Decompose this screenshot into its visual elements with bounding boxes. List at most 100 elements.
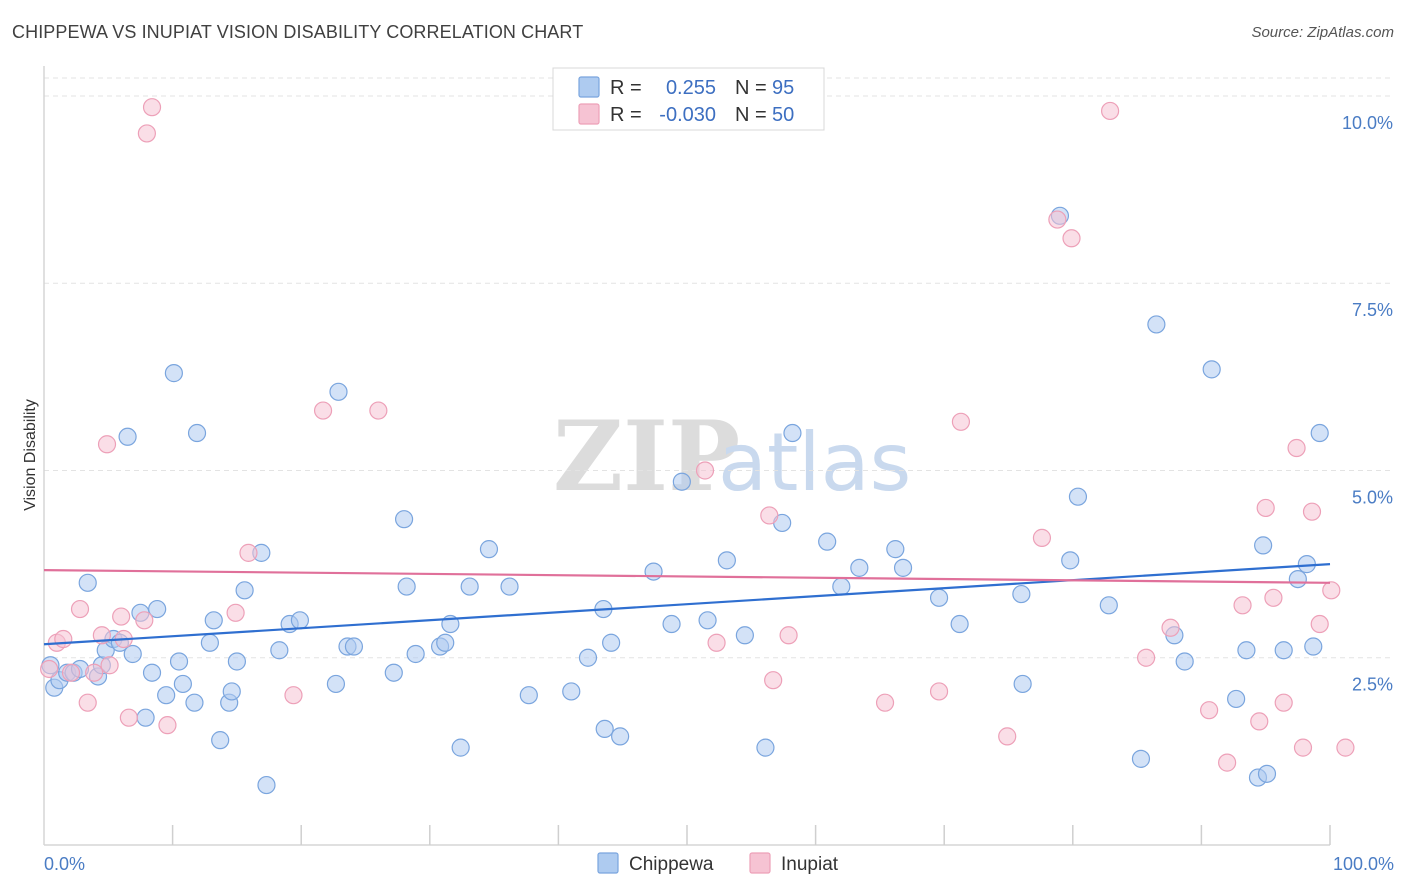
- chippewa-point-20: [169, 652, 189, 671]
- inupiat-point-17: [226, 603, 245, 622]
- chippewa-point-39: [344, 637, 364, 656]
- chippewa-point-52: [562, 682, 581, 701]
- inupiat-point-31: [1048, 210, 1067, 229]
- watermark-zip: ZIP: [553, 400, 740, 513]
- inupiat-point-3: [61, 663, 81, 682]
- chippewa-point-67: [818, 532, 837, 551]
- y-tick-labels: 2.5% 5.0% 7.5% 10.0%: [1342, 113, 1393, 695]
- chippewa-point-58: [644, 562, 663, 581]
- series-legend-swatch-inupiat[interactable]: [749, 852, 771, 874]
- inupiat-point-16: [158, 716, 177, 735]
- y-tick-label-3: 10.0%: [1342, 113, 1393, 133]
- inupiat-point-45: [1310, 614, 1329, 634]
- inupiat-point-14: [137, 124, 156, 143]
- y-axis-label: Vision Disability: [22, 399, 39, 511]
- chippewa-point-25: [204, 611, 223, 630]
- y-tick-label-1: 5.0%: [1352, 487, 1393, 507]
- inupiat-point-24: [764, 671, 783, 690]
- inupiat-point-44: [1302, 502, 1322, 521]
- chippewa-point-63: [735, 626, 754, 645]
- inupiat-point-28: [951, 412, 971, 431]
- inupiat-point-46: [1322, 581, 1341, 600]
- chippewa-point-17: [148, 599, 167, 619]
- chippewa-point-64: [756, 738, 775, 757]
- chippewa-point-74: [1012, 584, 1031, 604]
- inupiat-point-4: [70, 599, 90, 619]
- inupiat-point-15: [142, 98, 162, 117]
- chippewa-point-62: [717, 551, 736, 570]
- inupiat-point-0: [40, 659, 59, 679]
- inupiat-trend-line: [43, 569, 1331, 584]
- chippewa-point-78: [1068, 487, 1088, 506]
- x-tick-label-max: 100.0%: [1333, 854, 1394, 874]
- inupiat-point-12: [119, 708, 138, 727]
- inupiat-point-6: [85, 663, 104, 682]
- chippewa-point-71: [893, 558, 913, 577]
- chippewa-point-68: [832, 577, 851, 596]
- inupiat-point-13: [135, 611, 154, 630]
- series-legend-swatch-chippewa[interactable]: [597, 852, 619, 874]
- inupiat-point-23: [760, 506, 779, 525]
- chippewa-point-48: [460, 577, 479, 596]
- trend-lines: [43, 563, 1331, 646]
- y-tick-label-2: 7.5%: [1352, 300, 1393, 320]
- chippewa-point-60: [672, 472, 691, 491]
- chippewa-point-49: [479, 540, 499, 559]
- chart-title: CHIPPEWA VS INUPIAT VISION DISABILITY CO…: [12, 22, 584, 42]
- chippewa-point-57: [611, 727, 630, 746]
- chippewa-point-88: [1254, 536, 1273, 555]
- chippewa-point-32: [257, 775, 276, 795]
- chippewa-point-70: [886, 540, 905, 559]
- inupiat-point-8: [97, 435, 117, 454]
- correlation-legend: R = 0.255 N = 95 R = -0.030 N = 50: [552, 67, 825, 131]
- chippewa-point-93: [1304, 637, 1323, 656]
- chippewa-point-24: [200, 633, 219, 652]
- inupiat-point-37: [1233, 596, 1252, 615]
- chippewa-point-86: [1237, 641, 1256, 660]
- chippewa-point-91: [1288, 569, 1307, 589]
- chippewa-point-53: [578, 648, 598, 667]
- inupiat-point-27: [929, 682, 949, 701]
- chippewa-point-35: [290, 611, 310, 630]
- inupiat-point-25: [779, 626, 798, 645]
- legend-r-value-inupiat: -0.030: [659, 104, 716, 126]
- chippewa-point-61: [698, 611, 717, 630]
- chippewa-point-72: [929, 588, 949, 607]
- legend-n-value-chippewa: 95: [772, 77, 794, 99]
- chippewa-point-90: [1274, 641, 1293, 660]
- series-legend-label-inupiat[interactable]: Inupiat: [781, 854, 839, 875]
- chippewa-point-75: [1013, 674, 1032, 694]
- chippewa-point-85: [1227, 689, 1246, 709]
- x-tick-label-min: 0.0%: [44, 854, 85, 874]
- inupiat-point-38: [1250, 712, 1269, 731]
- inupiat-point-2: [54, 629, 73, 649]
- chippewa-point-22: [185, 693, 204, 712]
- legend-n-value-inupiat: 50: [772, 104, 794, 126]
- chippewa-trend-line: [43, 563, 1331, 646]
- inupiat-point-20: [313, 401, 333, 420]
- series-legend-label-chippewa[interactable]: Chippewa: [629, 854, 714, 875]
- gridlines: [44, 77, 1392, 659]
- inupiat-point-19: [284, 686, 303, 705]
- chippewa-point-55: [595, 719, 614, 738]
- chippewa-point-15: [136, 708, 155, 727]
- inupiat-point-33: [1137, 648, 1156, 667]
- inupiat-point-48: [695, 461, 715, 480]
- legend-n-label-inupiat: N =: [735, 104, 767, 126]
- inupiat-point-29: [998, 727, 1017, 746]
- chippewa-point-77: [1061, 551, 1080, 570]
- chippewa-point-13: [123, 644, 142, 664]
- inupiat-point-5: [78, 693, 97, 712]
- chippewa-point-37: [329, 382, 348, 401]
- inupiat-point-26: [875, 693, 895, 712]
- chippewa-point-69: [850, 558, 869, 577]
- chippewa-point-28: [222, 682, 241, 701]
- chippewa-point-36: [326, 674, 346, 694]
- chippewa-point-94: [1310, 423, 1329, 443]
- chippewa-point-89: [1257, 764, 1277, 783]
- chippewa-point-33: [270, 641, 289, 660]
- chippewa-point-66: [783, 423, 802, 443]
- chippewa-point-56: [602, 633, 621, 652]
- chart-source: Source: ZipAtlas.com: [1251, 24, 1394, 41]
- inupiat-point-32: [1100, 101, 1120, 121]
